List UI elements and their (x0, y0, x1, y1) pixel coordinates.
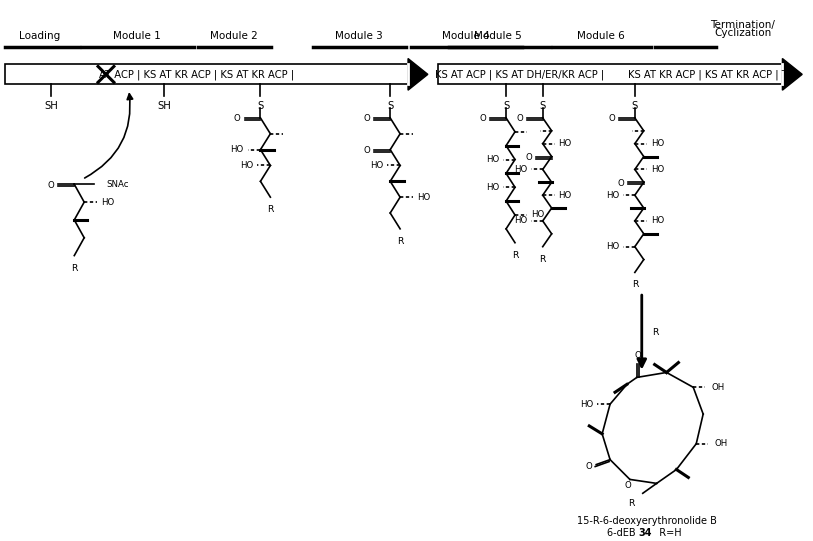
Text: Module 6: Module 6 (577, 31, 625, 41)
Text: R: R (397, 237, 403, 246)
Text: HO: HO (650, 216, 664, 226)
Text: R=H: R=H (653, 528, 681, 538)
Text: R: R (71, 263, 77, 273)
Text: O: O (585, 462, 592, 471)
Text: HO: HO (606, 190, 619, 200)
Text: Module 3: Module 3 (335, 31, 382, 41)
Text: SH: SH (158, 101, 172, 111)
Text: O: O (363, 146, 371, 155)
Polygon shape (782, 58, 802, 90)
Text: O: O (516, 115, 523, 123)
Text: S: S (387, 101, 393, 111)
Text: O: O (234, 115, 241, 123)
Text: HO: HO (486, 155, 499, 164)
Text: HO: HO (514, 216, 527, 226)
Text: S: S (258, 101, 263, 111)
Text: 6-dEB: 6-dEB (607, 528, 639, 538)
Bar (437, 64, 782, 84)
Text: O: O (480, 115, 486, 123)
Text: SNAc: SNAc (106, 180, 128, 189)
Text: O: O (634, 351, 641, 360)
Text: HO: HO (650, 165, 664, 174)
Text: O: O (624, 481, 631, 490)
Text: Module 1: Module 1 (113, 31, 160, 41)
Text: Module 5: Module 5 (474, 31, 522, 41)
Text: O: O (525, 153, 532, 162)
Text: OH: OH (714, 439, 728, 448)
Text: R: R (540, 255, 546, 263)
Text: S: S (503, 101, 509, 111)
Text: HO: HO (101, 197, 115, 207)
Text: KS AT ACP | KS AT DH/ER/KR ACP |: KS AT ACP | KS AT DH/ER/KR ACP | (435, 69, 605, 80)
Text: Module 4: Module 4 (441, 31, 489, 41)
Text: R: R (632, 280, 638, 289)
Bar (5, 64, 408, 84)
Text: S: S (540, 101, 546, 111)
Text: HO: HO (606, 242, 619, 251)
Text: SH: SH (45, 101, 59, 111)
Text: Cyclization: Cyclization (714, 28, 772, 38)
Text: R: R (652, 328, 658, 337)
Text: HO: HO (514, 165, 527, 174)
Text: R: R (267, 205, 273, 214)
Text: HO: HO (417, 193, 430, 202)
Text: HO: HO (650, 139, 664, 148)
Text: 34: 34 (639, 528, 652, 538)
Text: KS AT KR ACP | KS AT KR ACP | TE: KS AT KR ACP | KS AT KR ACP | TE (628, 69, 794, 80)
Polygon shape (408, 58, 428, 90)
Text: HO: HO (241, 161, 254, 170)
Text: O: O (608, 115, 615, 123)
Text: Termination/: Termination/ (711, 20, 776, 30)
Text: HO: HO (559, 139, 572, 148)
Text: HO: HO (370, 161, 383, 170)
Text: Module 2: Module 2 (210, 31, 258, 41)
Text: HO: HO (580, 400, 593, 408)
Text: AT ACP | KS AT KR ACP | KS AT KR ACP |: AT ACP | KS AT KR ACP | KS AT KR ACP | (98, 69, 293, 80)
Text: HO: HO (486, 183, 499, 192)
Text: 15-R-6-deoxyerythronolide B: 15-R-6-deoxyerythronolide B (576, 516, 716, 526)
Text: R: R (628, 499, 635, 508)
Text: R: R (512, 250, 518, 260)
Text: O: O (48, 181, 54, 190)
Text: HO: HO (531, 210, 544, 220)
Text: S: S (632, 101, 638, 111)
Text: OH: OH (711, 383, 724, 392)
Text: O: O (363, 115, 371, 123)
Text: HO: HO (559, 190, 572, 200)
Text: O: O (617, 179, 624, 188)
Text: Loading: Loading (19, 31, 60, 41)
Text: HO: HO (230, 145, 244, 154)
